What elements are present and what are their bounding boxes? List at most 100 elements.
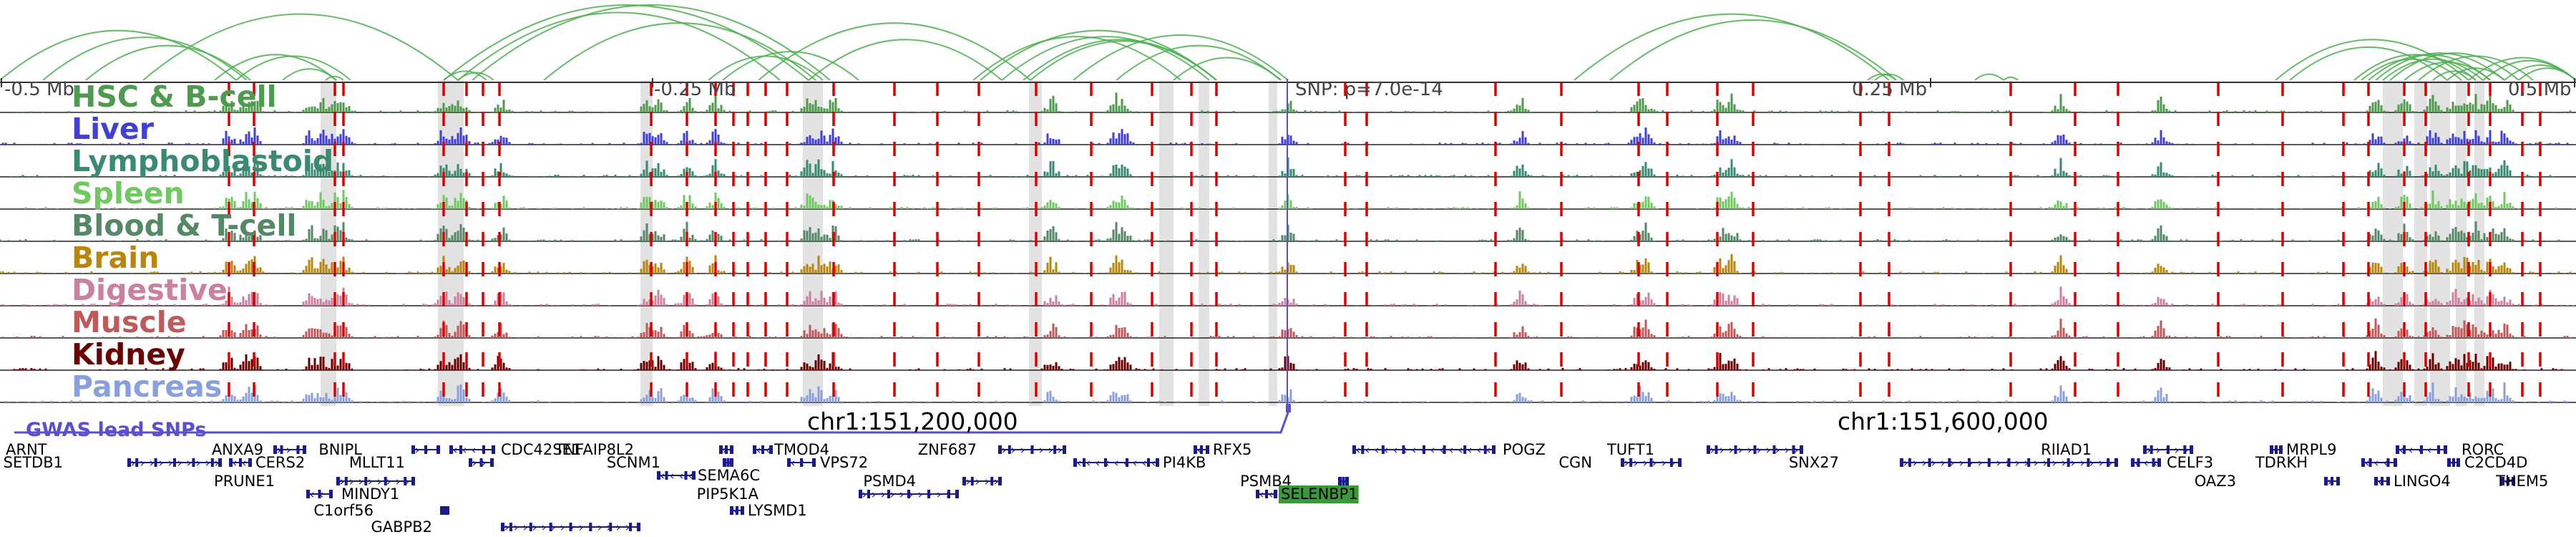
gene-mllt11[interactable]: › › MLLT11 <box>349 454 494 471</box>
gene-exon <box>2183 445 2187 454</box>
interaction-arc <box>1867 73 1897 81</box>
gene-prune1[interactable]: › › › › › › › › PRUNE1 <box>214 473 415 490</box>
gene-cgn[interactable]: › › › › › › CGN <box>1558 454 1682 471</box>
gene-mrpl9[interactable]: ‹MRPL9 <box>2270 441 2336 458</box>
gene-exon <box>529 523 532 531</box>
gene-bnipl[interactable]: ››BNIPL <box>318 441 440 458</box>
gene-exon <box>1361 445 1365 454</box>
gene-cdc42se1[interactable]: ‹‹‹‹CDC42SE1 <box>449 441 581 458</box>
gene-exon <box>1402 445 1405 454</box>
gene-exon <box>970 477 974 485</box>
gene-exon <box>2087 458 2090 467</box>
gene-znf687[interactable]: ›››››››ZNF687 <box>918 441 1066 458</box>
gene-exon <box>907 490 910 498</box>
coordinate-label-left: chr1:151,200,000 <box>807 407 1018 435</box>
strand-chevron: › <box>1039 443 1044 458</box>
interaction-arc <box>543 22 816 81</box>
gene-setdb1[interactable]: › › › › › › › › › › SETDB1 <box>4 454 222 471</box>
gene-exon <box>761 445 764 454</box>
strand-chevron: › <box>514 521 519 535</box>
gene-label: SCNM1 <box>607 454 660 471</box>
strand-chevron: ‹ <box>1365 443 1370 458</box>
gene-tnfaip8l2[interactable]: ›TNFAIP8L2 <box>555 441 733 458</box>
interaction-arc <box>0 29 237 81</box>
gene-oaz3[interactable]: › OAZ3 <box>2195 473 2340 490</box>
gene-exon <box>296 445 300 454</box>
gene-sema6c[interactable]: ‹ ‹ ‹ ‹ SEMA6C <box>657 467 760 484</box>
strand-chevron: › <box>2175 443 2180 458</box>
strand-chevron: › <box>504 521 509 535</box>
highlight-region <box>1269 80 1277 406</box>
gene-lysmd1[interactable]: ‹LYSMD1 <box>730 502 807 519</box>
gene-label: VPS72 <box>820 454 868 471</box>
strand-chevron: ‹ <box>2384 456 2389 470</box>
gene-lingo4[interactable]: ‹ LINGO4 <box>2374 473 2451 490</box>
gene-them5[interactable]: ‹THEM5 <box>2495 473 2548 490</box>
strand-chevron: ‹ <box>1269 488 1274 502</box>
strand-chevron: › <box>150 456 155 470</box>
strand-chevron: ‹ <box>2365 456 2370 470</box>
gene-exon <box>725 445 728 454</box>
gene-exon <box>1030 445 1034 454</box>
strand-chevron: › <box>1719 443 1724 458</box>
strand-chevron: › <box>2089 456 2094 470</box>
gene-exon <box>589 523 592 531</box>
track-label-liver: Liver <box>72 112 155 146</box>
gene-tdrkh[interactable]: ‹ ‹ ‹ TDRKH <box>2255 454 2397 471</box>
gene-label: TUFT1 <box>1606 441 1654 458</box>
gene-scnm1[interactable]: ›SCNM1 <box>607 454 733 471</box>
gene-gabpb2[interactable]: ››››››››››››››GABPB2 <box>371 518 640 536</box>
gene-exon <box>210 458 214 467</box>
gene-exon <box>2190 445 2193 454</box>
strand-chevron: › <box>187 456 192 470</box>
gene-exon <box>741 506 744 515</box>
gene-exon <box>859 490 862 498</box>
interaction-arc <box>808 39 1002 81</box>
gene-exon <box>2157 458 2161 467</box>
gene-rfx5[interactable]: ‹ RFX5 <box>1194 441 1252 458</box>
strand-chevron: › <box>286 443 291 458</box>
gene-exon <box>723 458 726 467</box>
gene-snx27[interactable]: ›››››››››››››››››››››››SNX27 <box>1789 454 2118 471</box>
gene-exon <box>549 523 552 531</box>
gene-exon <box>229 458 233 467</box>
strand-chevron: ‹ <box>1468 443 1473 458</box>
strand-chevron: › <box>1775 443 1780 458</box>
gene-rorc[interactable]: ‹‹‹‹‹RORC <box>2396 441 2504 458</box>
strand-chevron: › <box>890 488 895 502</box>
gene-tuft1[interactable]: › › › › › › › › › › TUFT1 <box>1606 441 1803 458</box>
gene-arnt[interactable]: ARNT <box>6 441 47 458</box>
gene-track[interactable]: ARNT››››››››››SETDB1›››ANXA9‹‹CERS2›››››… <box>4 441 2549 536</box>
gene-selenbp1[interactable]: ‹ ‹ SELENBP1 <box>1256 485 1359 503</box>
gene-label: PIP5K1A <box>697 485 759 503</box>
gene-riiad1[interactable]: ›››››RIIAD1 <box>2041 441 2193 458</box>
gene-pogz[interactable]: ‹‹‹‹‹‹‹‹‹‹‹‹‹‹‹POGZ <box>1352 441 1546 458</box>
gene-exon <box>2386 458 2390 467</box>
gene-exon <box>2447 458 2451 467</box>
strand-chevron: › <box>2108 456 2113 470</box>
strand-chevron: › <box>1058 443 1063 458</box>
strand-chevron: ‹ <box>2153 456 2158 470</box>
strand-chevron: ‹ <box>1440 443 1445 458</box>
interaction-arc <box>972 36 1181 81</box>
gene-cers2[interactable]: ‹ ‹ CERS2 <box>229 454 305 471</box>
strand-chevron: › <box>1903 456 1908 470</box>
strand-chevron: ‹ <box>2374 456 2379 470</box>
gene-pip5k1a[interactable]: ››››››››››PIP5K1A <box>697 485 959 503</box>
gene-exon <box>2137 458 2140 467</box>
gene-mindy1[interactable]: ‹ ‹ MINDY1 <box>306 485 399 503</box>
gene-exon <box>329 490 333 498</box>
gene-anxa9[interactable]: ›››ANXA9 <box>212 441 306 458</box>
gene-pi4kb[interactable]: ‹‹‹‹‹‹‹‹‹PI4KB <box>1073 454 1206 471</box>
gene-exon <box>1443 445 1446 454</box>
gene-exon <box>135 458 139 467</box>
gwas-snp-marker[interactable] <box>1286 404 1291 412</box>
gene-exon <box>490 458 494 467</box>
gene-psmd4[interactable]: › › › › PSMD4 <box>863 473 1002 490</box>
gene-c1orf56[interactable]: C1orf56 <box>313 502 449 519</box>
gene-celf3[interactable]: ‹ ‹ ‹ CELF3 <box>2131 454 2213 471</box>
gene-c2cd4d[interactable]: ‹C2CD4D <box>2447 454 2527 471</box>
gene-vps72[interactable]: ‹‹VPS72 <box>787 454 868 471</box>
gene-tmod4[interactable]: ‹ ‹ TMOD4 <box>753 441 829 458</box>
